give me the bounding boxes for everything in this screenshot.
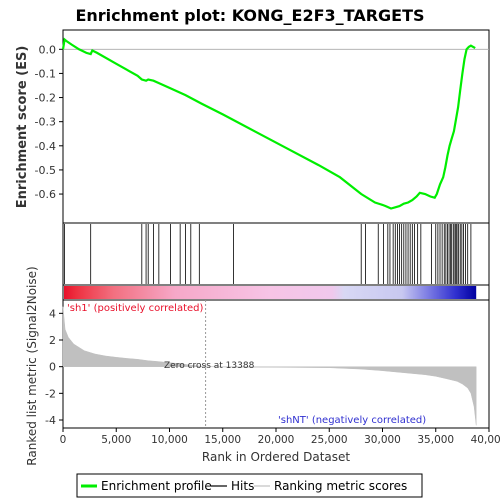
- x-tick-label: 30,000: [364, 434, 401, 446]
- legend-label: Enrichment profile: [101, 479, 212, 493]
- metric-y-tick-label: 2: [49, 334, 56, 347]
- es-y-tick-label: 0.0: [39, 43, 57, 56]
- legend-label: Ranking metric scores: [274, 479, 407, 493]
- hits-group: [64, 224, 472, 284]
- es-panel-frame: [62, 29, 490, 224]
- hits-panel-frame: [62, 222, 490, 286]
- metric-area-group: [62, 306, 477, 426]
- x-tick-label: 40,000: [471, 434, 500, 446]
- ranking-color-bar: [64, 286, 477, 299]
- zero-cross-label: Zero cross at 13388: [164, 361, 255, 371]
- metric-y-tick-label: 4: [49, 307, 56, 320]
- x-tick-label: 20,000: [258, 434, 295, 446]
- es-profile-line: [61, 37, 476, 210]
- legend-label: Hits: [231, 479, 254, 493]
- x-tick-label: 25,000: [311, 434, 348, 446]
- es-y-axis: 0.0 -0.1 -0.2 -0.3 -0.4 -0.5 -0.6: [35, 43, 63, 201]
- es-y-tick-label: -0.4: [35, 140, 56, 153]
- metric-y-axis: 4 2 0 -2 -4: [45, 307, 63, 427]
- metric-area: [62, 306, 477, 426]
- x-tick-label: 5,000: [101, 434, 131, 446]
- legend: Enrichment profile Hits Ranking metric sco…: [81, 479, 407, 493]
- negative-label: 'shNT' (negatively correlated): [278, 415, 426, 426]
- metric-y-tick-label: 0: [49, 361, 56, 374]
- legend-box: [76, 473, 423, 498]
- metric-y-axis-label: Ranked list metric (Signal2Noise): [25, 266, 39, 465]
- x-tick-label: 0: [60, 434, 67, 446]
- x-tick-label: 10,000: [151, 434, 188, 446]
- es-y-tick-label: -0.3: [35, 116, 56, 129]
- x-tick-label: 35,000: [417, 434, 454, 446]
- x-axis: 0 5,000 10,000 15,000 20,000 25,000 30,000 35,0…: [60, 428, 500, 446]
- es-y-tick-label: -0.5: [35, 164, 56, 177]
- x-tick-label: 15,000: [204, 434, 241, 446]
- es-y-axis-label: Enrichment score (ES): [15, 46, 30, 209]
- chart-title: Enrichment plot: KONG_E2F3_TARGETS: [75, 6, 424, 25]
- positive-label: 'sh1' (positively correlated): [67, 303, 204, 314]
- x-axis-label: Rank in Ordered Dataset: [202, 450, 350, 464]
- es-y-tick-label: -0.6: [35, 188, 56, 201]
- metric-y-tick-label: -4: [45, 414, 56, 427]
- es-y-tick-label: -0.2: [35, 92, 56, 105]
- es-profile-group: [61, 37, 476, 210]
- metric-y-tick-label: -2: [45, 387, 56, 400]
- es-y-tick-label: -0.1: [35, 67, 56, 80]
